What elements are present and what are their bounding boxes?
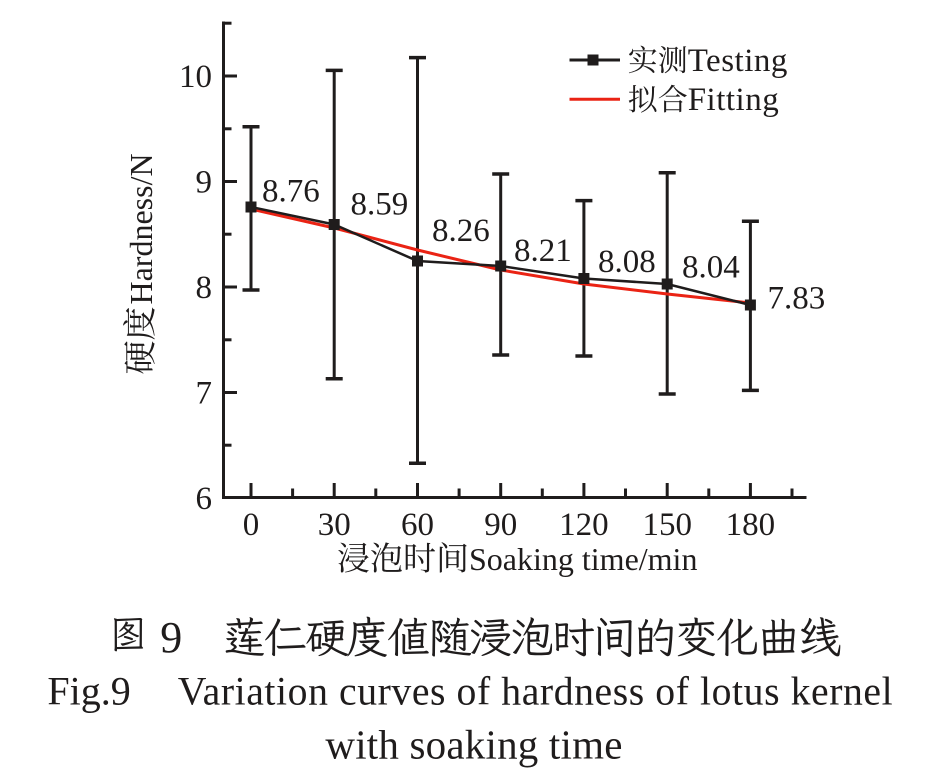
svg-text:9: 9 xyxy=(196,165,213,201)
svg-text:9: 9 xyxy=(160,613,182,662)
svg-text:10: 10 xyxy=(179,59,212,95)
svg-text:90: 90 xyxy=(484,507,517,543)
svg-text:120: 120 xyxy=(559,507,609,543)
svg-text:0: 0 xyxy=(243,507,260,543)
svg-text:30: 30 xyxy=(318,507,351,543)
svg-text:8.76: 8.76 xyxy=(262,174,320,210)
svg-text:Fig.9: Fig.9 xyxy=(47,669,130,714)
svg-text:8.21: 8.21 xyxy=(514,233,572,269)
svg-text:Variation curves of hardness o: Variation curves of hardness of lotus ke… xyxy=(178,670,893,714)
svg-text:8.04: 8.04 xyxy=(682,249,740,285)
svg-text:8.59: 8.59 xyxy=(351,187,409,223)
svg-text:8.08: 8.08 xyxy=(598,244,656,280)
svg-text:60: 60 xyxy=(401,507,434,543)
svg-text:150: 150 xyxy=(642,507,692,543)
svg-text:Testing: Testing xyxy=(688,43,788,79)
svg-text:Hardness/N: Hardness/N xyxy=(123,153,159,304)
svg-text:7: 7 xyxy=(196,376,213,412)
svg-text:8.26: 8.26 xyxy=(432,213,490,249)
svg-text:with soaking time: with soaking time xyxy=(325,722,622,768)
svg-text:Soaking time/min: Soaking time/min xyxy=(469,541,697,577)
svg-text:180: 180 xyxy=(726,507,776,543)
svg-text:6: 6 xyxy=(196,481,213,517)
svg-text:7.83: 7.83 xyxy=(768,280,826,316)
svg-text:Fitting: Fitting xyxy=(688,82,780,118)
svg-text:8: 8 xyxy=(196,270,213,306)
